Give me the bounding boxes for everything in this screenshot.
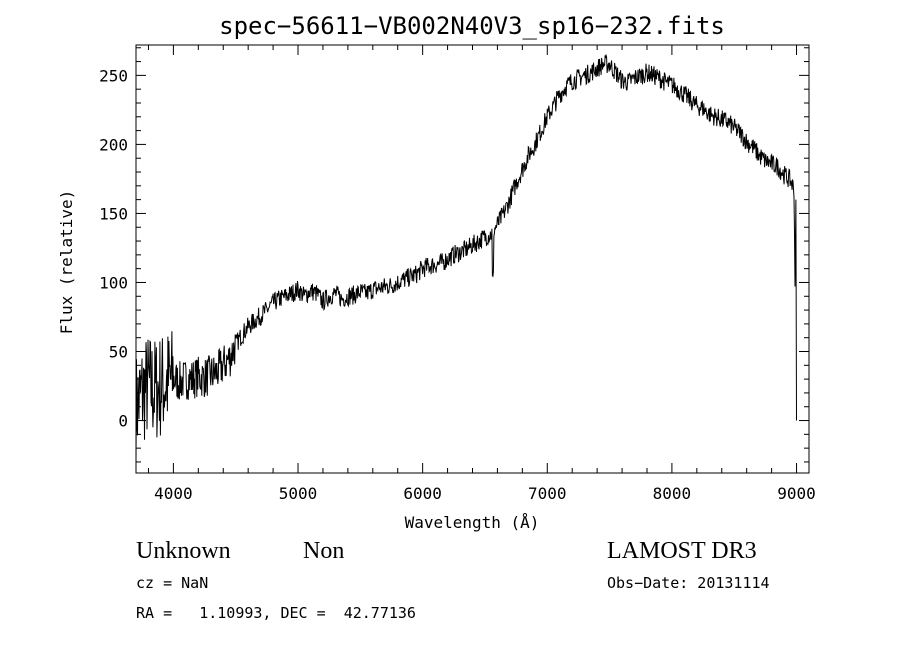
y-tick-label: 150 xyxy=(99,204,128,223)
y-tick-label: 50 xyxy=(109,343,128,362)
x-tick-label: 4000 xyxy=(154,484,193,503)
x-tick-label: 6000 xyxy=(403,484,442,503)
x-tick-label: 8000 xyxy=(653,484,692,503)
spectrum-line xyxy=(135,53,797,462)
y-tick-label: 250 xyxy=(99,66,128,85)
x-tick-label: 7000 xyxy=(528,484,567,503)
y-tick-label: 100 xyxy=(99,273,128,292)
x-axis-label: Wavelength (Å) xyxy=(405,513,540,532)
y-tick-labels: 0 50 100 150 200 250 xyxy=(99,66,128,430)
survey-label: LAMOST DR3 xyxy=(607,538,757,564)
x-tick-label: 5000 xyxy=(279,484,318,503)
obs-date-label: Obs−Date: 20131114 xyxy=(607,574,770,592)
plot-frame xyxy=(135,44,810,474)
subclass-label: Non xyxy=(303,538,345,564)
y-tick-label: 0 xyxy=(118,412,128,431)
y-tick-label: 200 xyxy=(99,135,128,154)
x-tick-label: 9000 xyxy=(777,484,816,503)
chart-title: spec−56611−VB002N40V3_sp16−232.fits xyxy=(219,12,725,40)
classification-label: Unknown xyxy=(136,538,231,564)
coords-label: RA = 1.10993, DEC = 42.77136 xyxy=(136,604,416,622)
cz-label: cz = NaN xyxy=(136,574,209,592)
axis-ticks xyxy=(136,45,809,473)
x-tick-labels: 4000 5000 6000 7000 8000 9000 xyxy=(154,484,816,503)
y-axis-label: Flux (relative) xyxy=(57,190,76,335)
